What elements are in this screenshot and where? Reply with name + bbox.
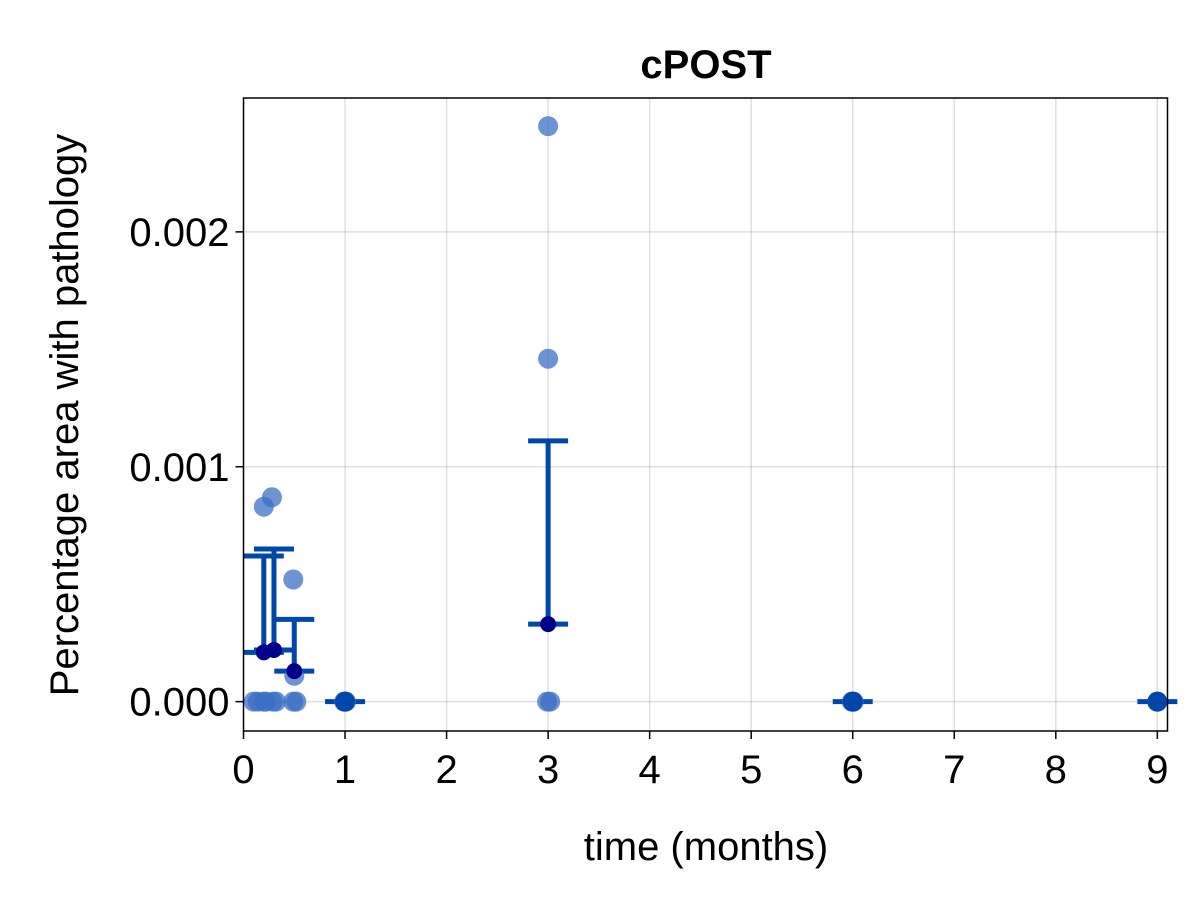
x-tick-label: 0 bbox=[232, 748, 254, 792]
mean-point bbox=[842, 691, 863, 712]
x-tick-label: 3 bbox=[537, 748, 559, 792]
mean-point bbox=[540, 616, 557, 633]
grid bbox=[242, 98, 1168, 731]
mean-point bbox=[286, 663, 303, 680]
data-point bbox=[538, 348, 559, 369]
x-tick-label: 7 bbox=[943, 748, 965, 792]
y-tick-label: 0.002 bbox=[129, 211, 229, 255]
y-tick-label: 0.001 bbox=[129, 446, 229, 490]
x-tick-label: 1 bbox=[334, 748, 356, 792]
chart-title: cPOST bbox=[640, 43, 771, 87]
data-point bbox=[265, 691, 286, 712]
x-tick-label: 8 bbox=[1045, 748, 1067, 792]
data-point bbox=[538, 116, 559, 137]
mean-point bbox=[1147, 691, 1168, 712]
plot-frame bbox=[242, 97, 1169, 732]
mean-point bbox=[335, 691, 356, 712]
y-tick-label: 0.000 bbox=[129, 681, 229, 725]
x-tick-label: 2 bbox=[435, 748, 457, 792]
x-tick-label: 4 bbox=[639, 748, 661, 792]
data-point bbox=[540, 691, 561, 712]
x-axis-label: time (months) bbox=[584, 825, 829, 869]
data-marks bbox=[243, 116, 1178, 712]
data-point bbox=[283, 691, 304, 712]
mean-point bbox=[265, 641, 282, 658]
x-tick-label: 9 bbox=[1146, 748, 1168, 792]
y-axis-label: Percentage area with pathology bbox=[43, 134, 87, 697]
axis-ticks: 0 1 2 3 4 5 6 7 8 9 0.000 0.001 0.002 bbox=[129, 211, 1168, 792]
x-tick-label: 6 bbox=[842, 748, 864, 792]
data-point bbox=[261, 487, 282, 508]
x-tick-label: 5 bbox=[740, 748, 762, 792]
data-point bbox=[283, 569, 304, 590]
